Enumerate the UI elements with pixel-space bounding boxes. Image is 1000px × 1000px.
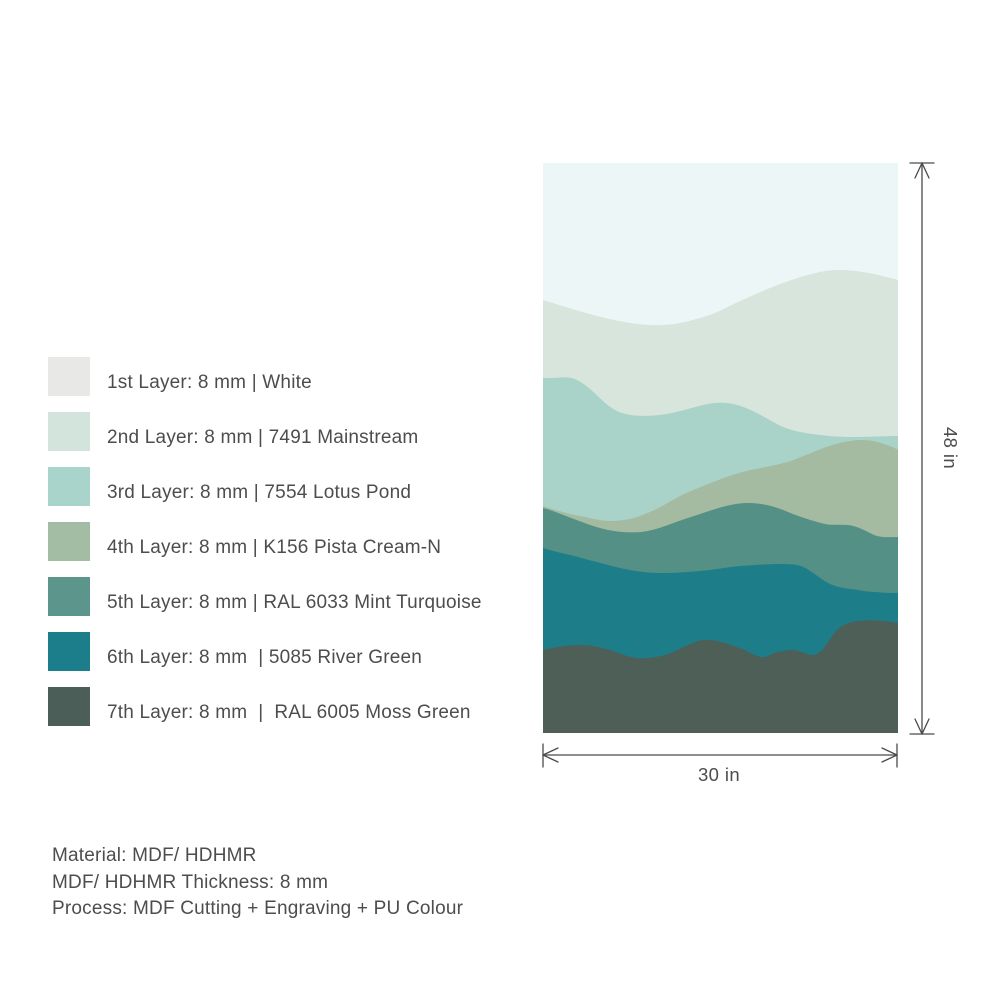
layer-2-swatch (48, 412, 90, 451)
layer-1-swatch (48, 357, 90, 396)
layer-4-label: 4th Layer: 8 mm | K156 Pista Cream-N (107, 537, 442, 559)
layer-1-label: 1st Layer: 8 mm | White (107, 372, 312, 394)
layer-3-swatch (48, 467, 90, 506)
layered-mountain-artwork (543, 163, 898, 733)
art-layer-7-moss-green-wave (543, 620, 898, 733)
legend-item-3: 3rd Layer: 8 mm | 7554 Lotus Pond (48, 467, 482, 506)
layer-5-label: 5th Layer: 8 mm | RAL 6033 Mint Turquois… (107, 592, 482, 614)
layer-4-swatch (48, 522, 90, 561)
legend-item-7: 7th Layer: 8 mm | RAL 6005 Moss Green (48, 687, 482, 726)
layer-7-label: 7th Layer: 8 mm | RAL 6005 Moss Green (107, 702, 471, 724)
legend-item-2: 2nd Layer: 8 mm | 7491 Mainstream (48, 412, 482, 451)
specifications: Material: MDF/ HDHMR MDF/ HDHMR Thicknes… (52, 843, 463, 923)
layer-6-swatch (48, 632, 90, 671)
legend-item-1: 1st Layer: 8 mm | White (48, 357, 482, 396)
legend-item-6: 6th Layer: 8 mm | 5085 River Green (48, 632, 482, 671)
legend-item-5: 5th Layer: 8 mm | RAL 6033 Mint Turquois… (48, 577, 482, 616)
height-dimension-arrow (909, 162, 935, 735)
width-dimension-label: 30 in (697, 764, 741, 785)
legend-item-4: 4th Layer: 8 mm | K156 Pista Cream-N (48, 522, 482, 561)
spec-process-line: Process: MDF Cutting + Engraving + PU Co… (52, 898, 464, 919)
layer-6-label: 6th Layer: 8 mm | 5085 River Green (107, 647, 423, 669)
layer-legend: 1st Layer: 8 mm | White 2nd Layer: 8 mm … (48, 357, 482, 742)
layer-5-swatch (48, 577, 90, 616)
layer-7-swatch (48, 687, 90, 726)
artwork-svg (543, 163, 898, 733)
width-dimension-arrow (542, 743, 898, 768)
layer-3-label: 3rd Layer: 8 mm | 7554 Lotus Pond (107, 482, 412, 504)
spec-material-line: Material: MDF/ HDHMR (52, 845, 257, 866)
spec-thickness-line: MDF/ HDHMR Thickness: 8 mm (52, 871, 329, 893)
height-dimension-label: 48 in (940, 426, 961, 470)
layer-2-label: 2nd Layer: 8 mm | 7491 Mainstream (107, 427, 419, 449)
